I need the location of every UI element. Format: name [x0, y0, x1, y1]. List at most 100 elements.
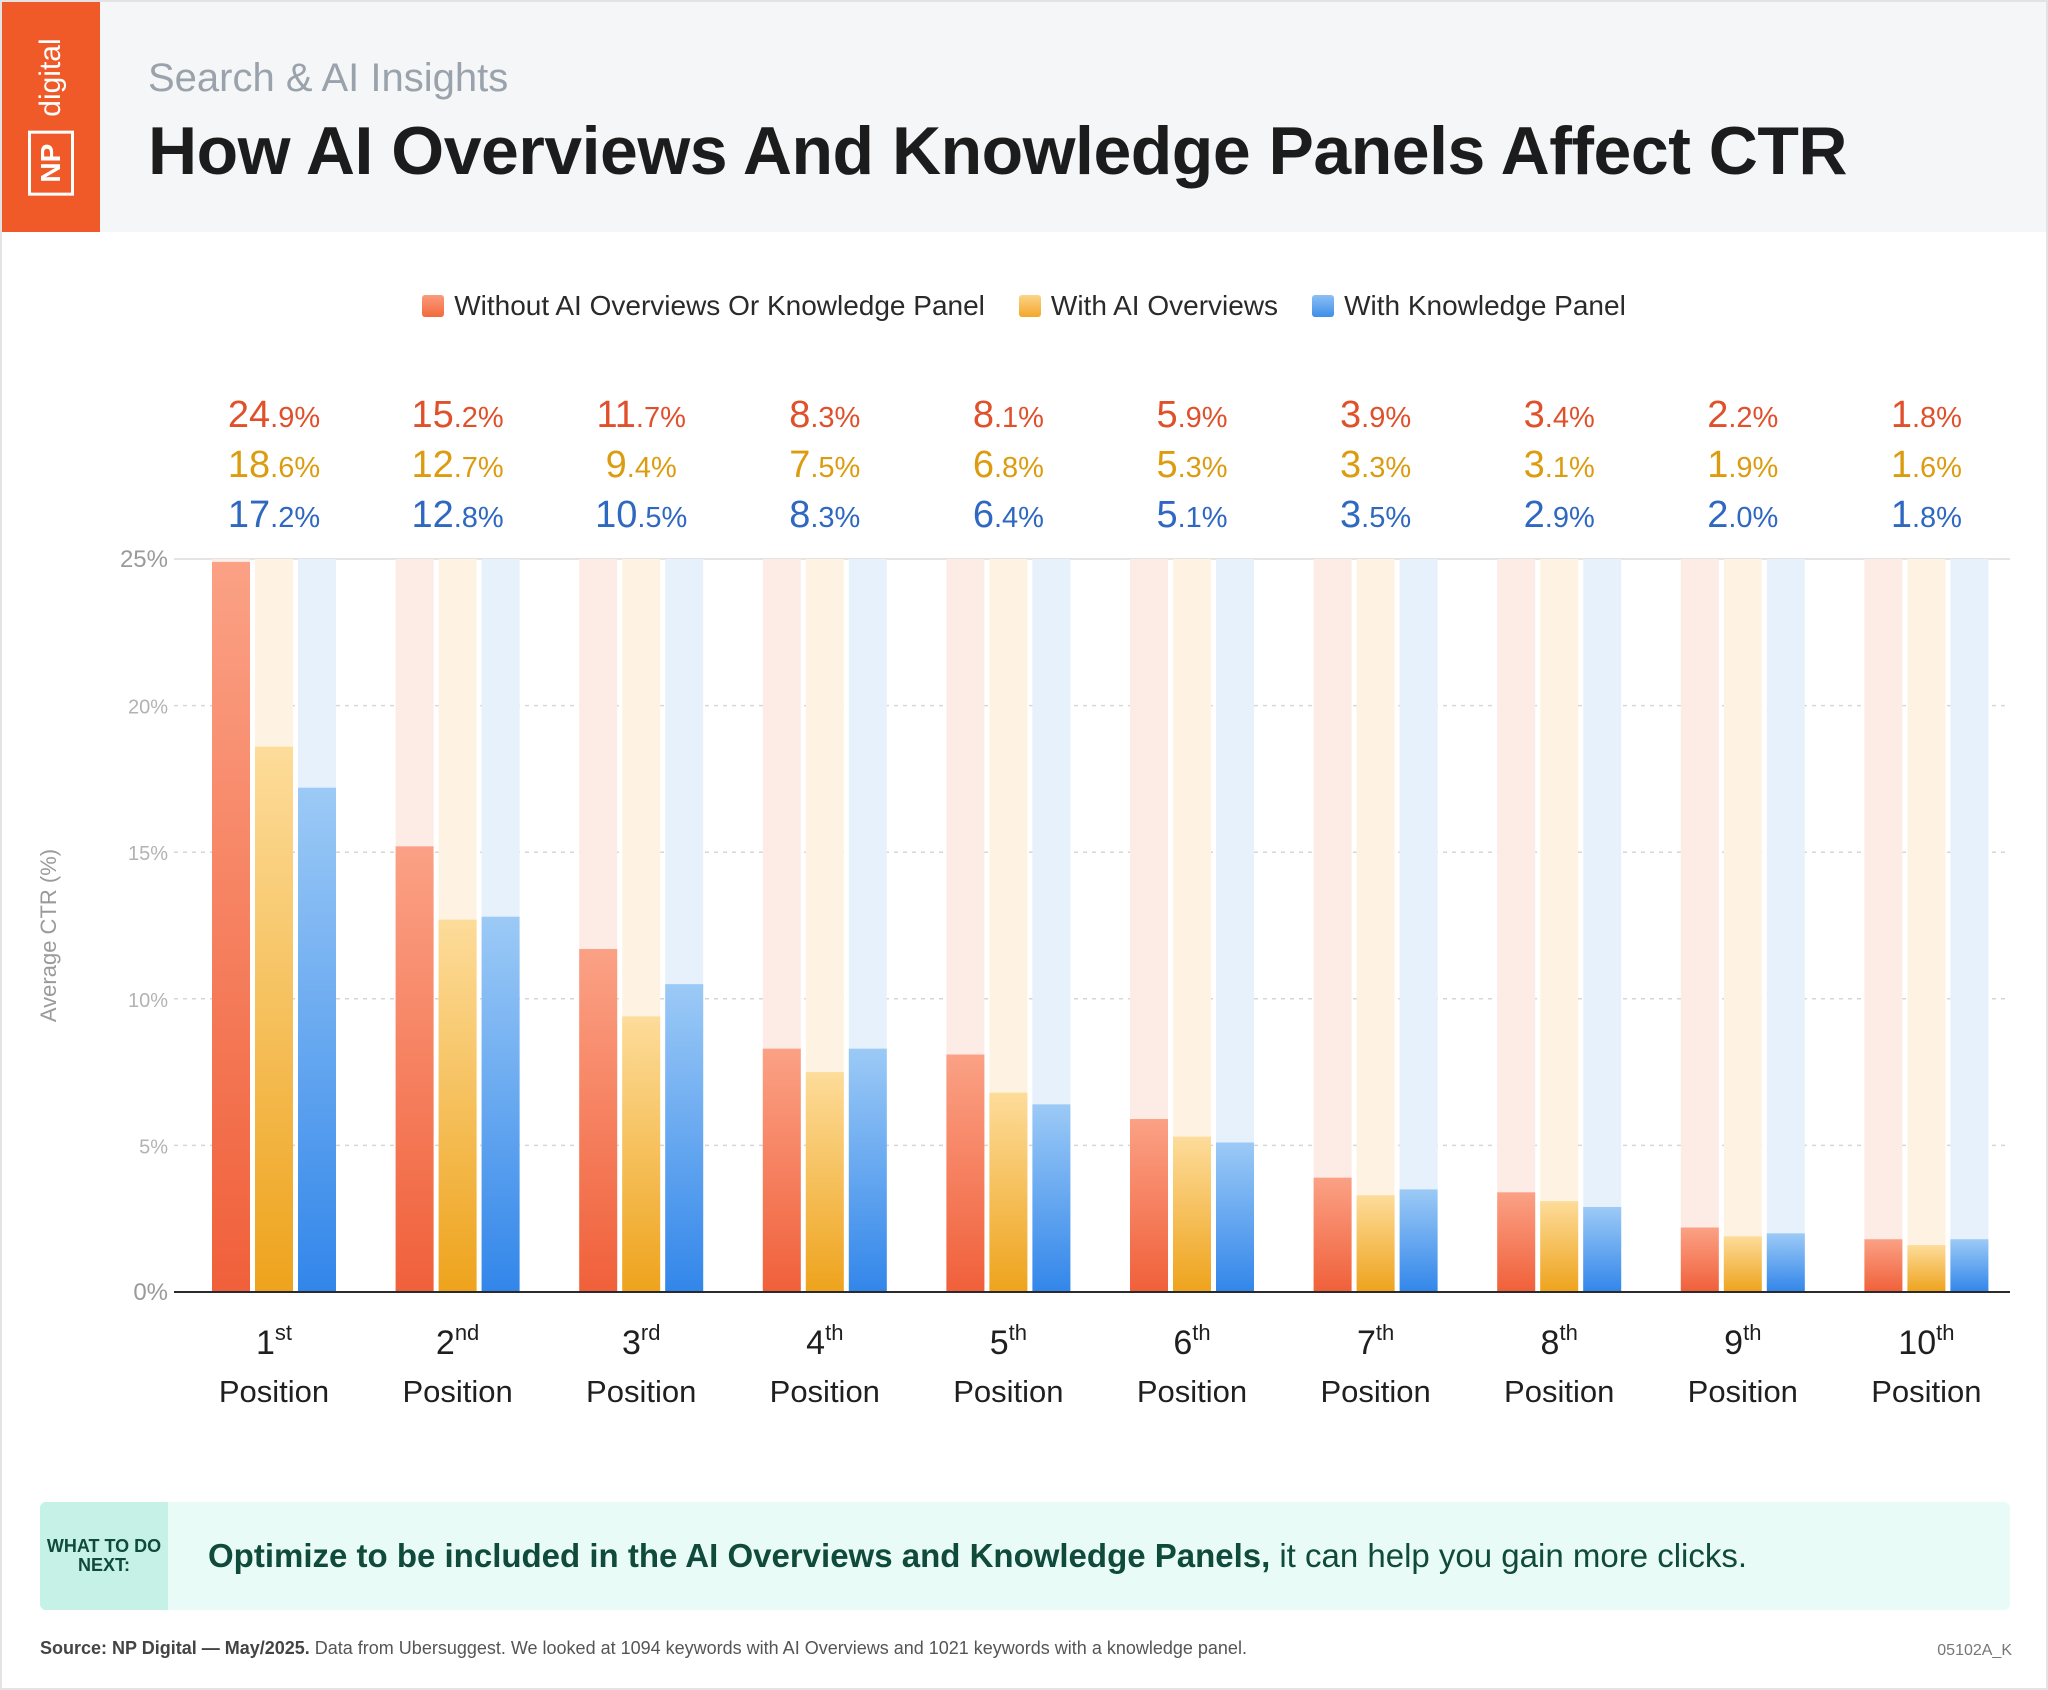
bar	[298, 787, 336, 1292]
data-label: 1.6%	[1891, 444, 1962, 486]
data-label: 5.3%	[1156, 444, 1227, 486]
bar	[1313, 1177, 1352, 1292]
x-tick-label-word: Position	[1688, 1374, 1798, 1409]
header: NP digital Search & AI Insights How AI O…	[2, 2, 2046, 232]
x-tick-label-word: Position	[586, 1374, 696, 1409]
data-label: 17.2%	[228, 494, 320, 536]
data-label: 5.9%	[1156, 394, 1227, 436]
bar	[1497, 1192, 1536, 1292]
data-label: 8.3%	[789, 394, 860, 436]
bar-track	[1907, 559, 1946, 1292]
x-tick-label-word: Position	[770, 1374, 880, 1409]
x-tick-label: 3rd	[622, 1320, 660, 1362]
bar	[762, 1048, 801, 1292]
data-label: 2.2%	[1707, 394, 1778, 436]
legend-item-knowledge-panel: With Knowledge Panel	[1312, 290, 1626, 322]
y-axis-title: Average CTR (%)	[36, 849, 61, 1022]
data-label: 6.8%	[973, 444, 1044, 486]
x-tick-label-word: Position	[219, 1374, 329, 1409]
x-tick-label: 5th	[990, 1320, 1027, 1362]
bar	[989, 1092, 1028, 1292]
bar-track	[1680, 559, 1719, 1292]
y-tick-label: 25%	[120, 546, 168, 573]
data-label: 1.8%	[1891, 394, 1962, 436]
bar-track	[1864, 559, 1903, 1292]
data-label: 9.4%	[606, 444, 677, 486]
data-label: 15.2%	[411, 394, 503, 436]
data-label: 7.5%	[789, 444, 860, 486]
data-label: 18.6%	[228, 444, 320, 486]
bar-track	[1497, 559, 1536, 1292]
kicker: Search & AI Insights	[148, 56, 509, 100]
source-bold: Source: NP Digital — May/2025.	[40, 1638, 310, 1658]
data-label: 2.0%	[1707, 494, 1778, 536]
x-tick-label-word: Position	[953, 1374, 1063, 1409]
bar	[1130, 1119, 1168, 1292]
data-label: 12.8%	[411, 494, 503, 536]
np-digital-logo: NP digital	[2, 2, 100, 232]
source-rest: Data from Ubersuggest. We looked at 1094…	[314, 1638, 1247, 1658]
legend-label-knowledge-panel: With Knowledge Panel	[1344, 290, 1626, 321]
y-tick-label: 20%	[128, 697, 168, 719]
bar	[1680, 1227, 1719, 1292]
bar	[1399, 1189, 1438, 1292]
data-label: 3.9%	[1340, 394, 1411, 436]
bar	[1864, 1239, 1903, 1292]
legend-swatch-ai-overviews	[1018, 295, 1041, 317]
data-label: 8.1%	[973, 394, 1044, 436]
bar	[805, 1072, 844, 1292]
document-code: 05102A_K	[1937, 1642, 2012, 1659]
x-tick-label-word: Position	[1504, 1374, 1614, 1409]
legend-label-without: Without AI Overviews Or Knowledge Panel	[454, 290, 985, 321]
legend-swatch-knowledge-panel	[1312, 295, 1335, 317]
bar-track	[1950, 559, 1989, 1292]
data-label: 3.4%	[1524, 394, 1595, 436]
legend-swatch-without	[422, 295, 445, 317]
bar-track	[1766, 559, 1805, 1292]
bar	[848, 1048, 887, 1292]
bar	[1216, 1142, 1254, 1292]
bar	[1723, 1236, 1762, 1292]
x-tick-label: 2nd	[436, 1320, 479, 1362]
bar	[395, 846, 434, 1292]
bar	[438, 919, 477, 1292]
bar	[946, 1054, 985, 1292]
x-tick-label: 8th	[1541, 1320, 1578, 1362]
bar	[1356, 1195, 1395, 1292]
x-tick-label: 7th	[1357, 1320, 1394, 1362]
x-tick-label-word: Position	[1320, 1374, 1430, 1409]
bar-track	[1399, 559, 1438, 1292]
data-label: 2.9%	[1524, 494, 1595, 536]
bar	[1540, 1201, 1579, 1292]
data-label: 10.5%	[595, 494, 687, 536]
data-label: 1.9%	[1707, 444, 1778, 486]
legend-label-ai-overviews: With AI Overviews	[1050, 290, 1279, 321]
bar	[665, 984, 704, 1292]
bar	[579, 948, 618, 1292]
callout-bold-text: Optimize to be included in the AI Overvi…	[208, 1537, 1271, 1574]
bar	[1907, 1245, 1946, 1292]
data-label: 6.4%	[973, 494, 1044, 536]
bar	[212, 561, 250, 1292]
bar	[1950, 1239, 1989, 1292]
y-tick-label: 10%	[128, 990, 168, 1012]
bar	[255, 746, 293, 1292]
bar	[1583, 1206, 1622, 1292]
x-tick-label: 10th	[1898, 1320, 1954, 1362]
legend-item-without: Without AI Overviews Or Knowledge Panel	[422, 290, 985, 322]
bar-track	[1583, 559, 1622, 1292]
bar-track	[1356, 559, 1395, 1292]
bar-track	[1313, 559, 1352, 1292]
y-tick-label: 15%	[128, 843, 168, 865]
data-label: 8.3%	[789, 494, 860, 536]
source-note: Source: NP Digital — May/2025. Data from…	[40, 1638, 1247, 1659]
data-label: 24.9%	[228, 394, 320, 436]
data-label: 5.1%	[1156, 494, 1227, 536]
bar-track	[1723, 559, 1762, 1292]
y-tick-label: 5%	[139, 1136, 168, 1158]
legend-item-ai-overviews: With AI Overviews	[1018, 290, 1279, 322]
x-tick-label: 6th	[1173, 1320, 1210, 1362]
bar	[481, 916, 520, 1292]
data-label: 11.7%	[596, 394, 685, 436]
